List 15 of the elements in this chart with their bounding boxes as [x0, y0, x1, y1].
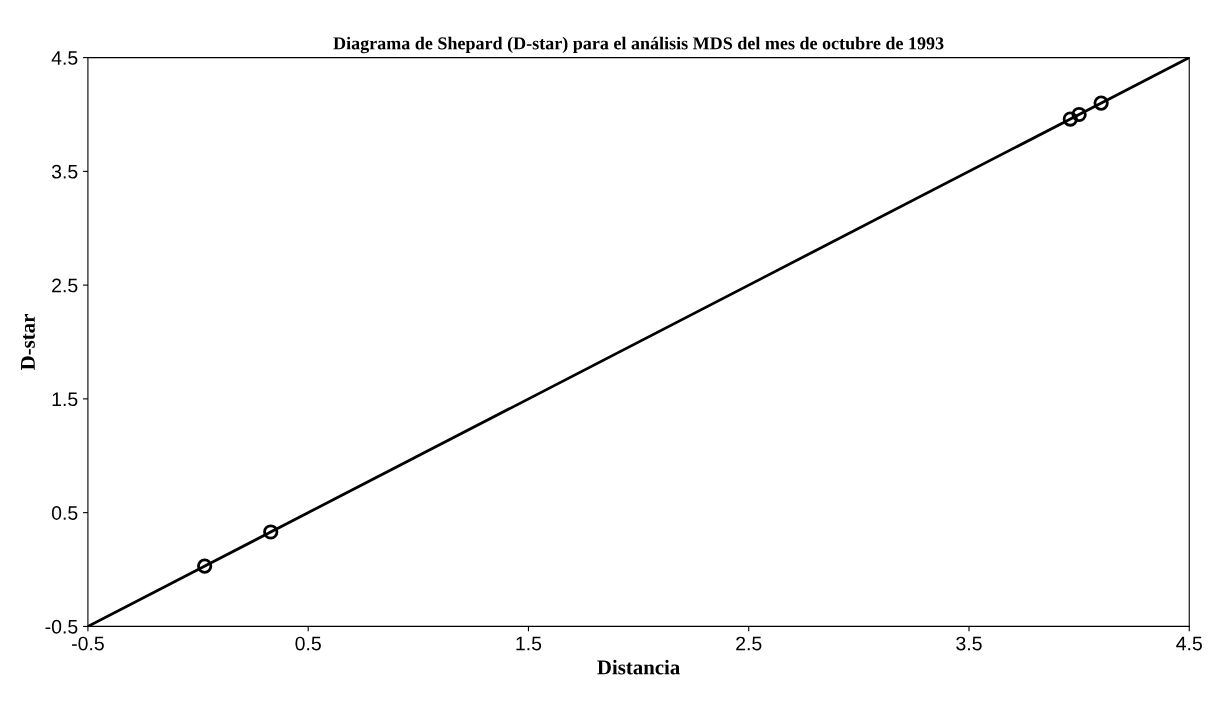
y-tick-label: 3.5 [51, 164, 78, 179]
x-tick-label: 2.5 [736, 636, 762, 651]
x-tick-label: 3.5 [956, 636, 982, 651]
x-tick-label: 1.5 [516, 636, 542, 651]
x-tick-label: 4.5 [1176, 636, 1202, 651]
y-tick-label: 4.5 [51, 51, 78, 65]
chart-title: Diagrama de Shepard (D-star) para el análisis MDS del mes de octubre de 1993 [333, 36, 944, 54]
y-tick-label: 1.5 [52, 392, 78, 407]
y-tick-label: 0.5 [51, 506, 78, 520]
x-axis-title: Distancia [597, 659, 680, 675]
y-tick-label: 2.5 [52, 278, 78, 293]
y-axis-title: D-star [21, 314, 35, 370]
x-tick-label: -0.5 [72, 636, 104, 651]
x-tick-label: 0.5 [295, 636, 321, 651]
y-tick-label: -0.5 [45, 619, 78, 634]
